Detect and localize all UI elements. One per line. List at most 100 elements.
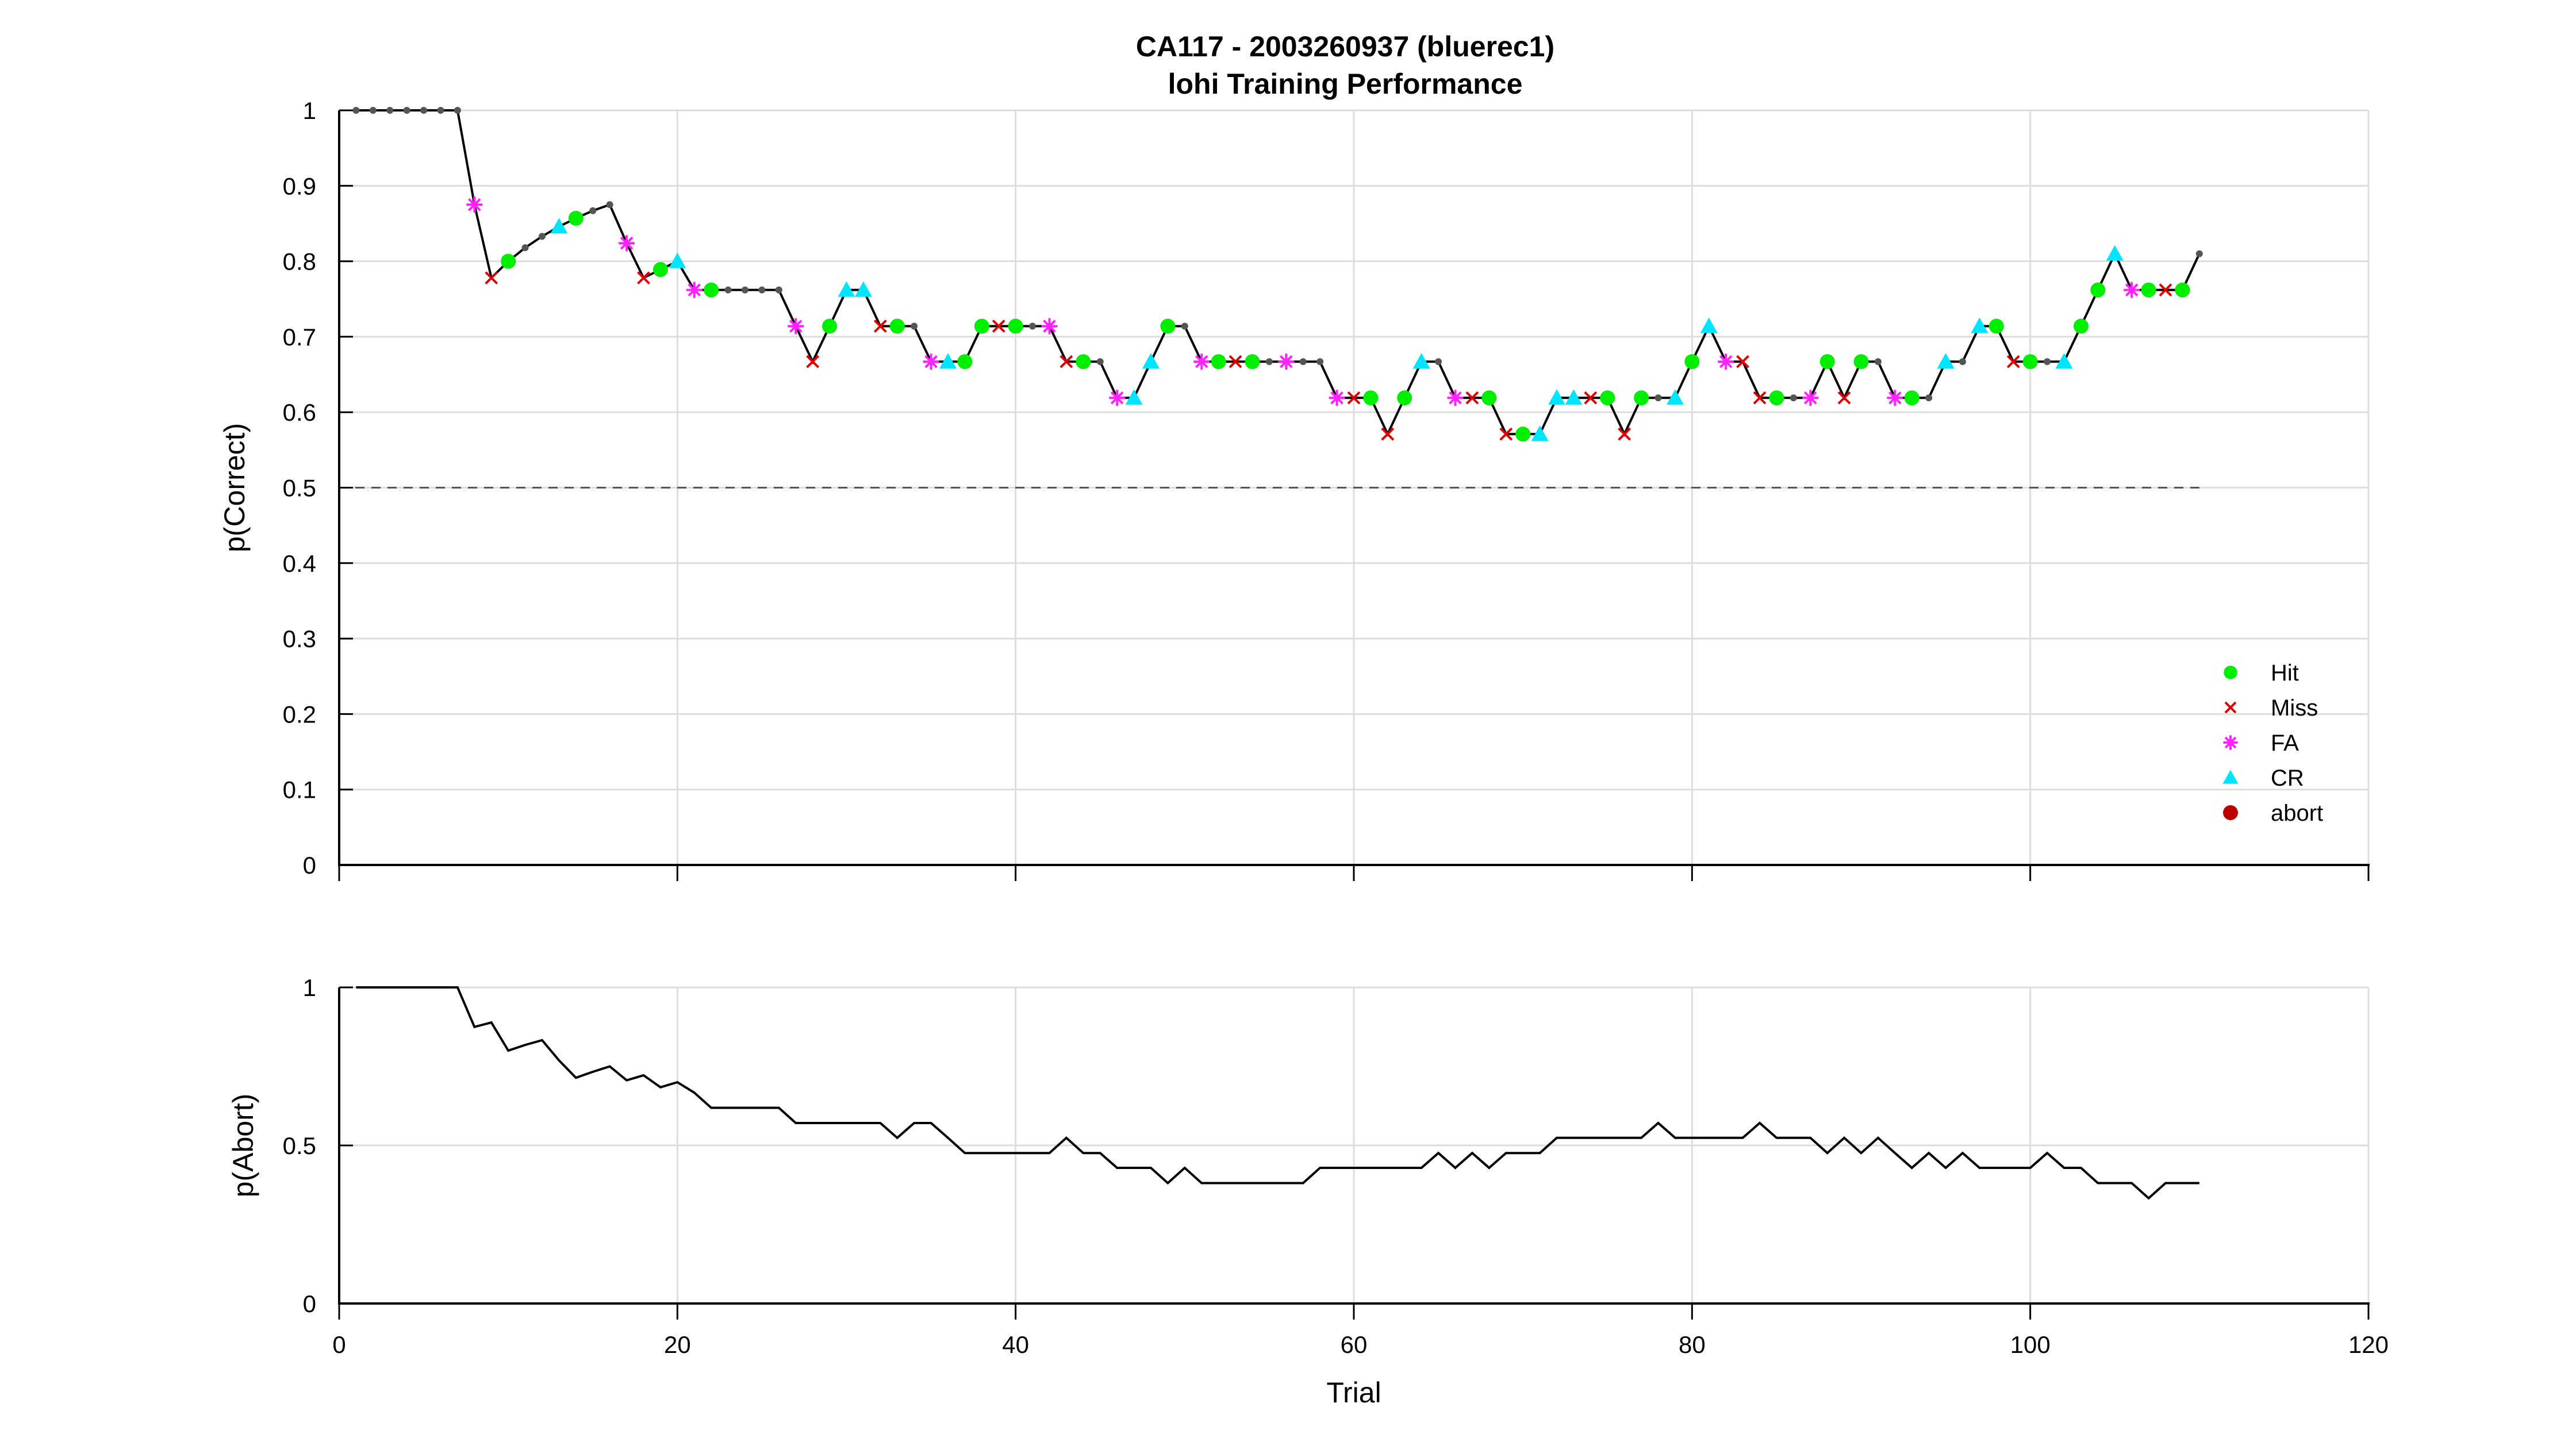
abort-marker [606, 201, 613, 209]
hit-marker [1008, 318, 1023, 334]
fa-stroke [1110, 391, 1124, 405]
miss-stroke [1059, 355, 1073, 368]
miss-marker [873, 320, 887, 333]
abort-axes: 0 0.5 1 0 20 40 60 80 100 120 [283, 974, 2389, 1358]
abort-marker [1299, 358, 1307, 366]
hit-marker [1397, 390, 1412, 406]
legend-cr-marker [2222, 770, 2239, 784]
miss-marker [2006, 355, 2020, 368]
miss-marker [637, 271, 650, 284]
fa-marker [1278, 353, 1295, 370]
hit-marker [1600, 390, 1615, 406]
abort-marker [403, 107, 410, 114]
miss-stroke [806, 355, 820, 368]
y-tick-label: 1 [303, 97, 316, 124]
hit-marker [1211, 354, 1226, 370]
cr-marker [939, 353, 957, 369]
hit-marker [1853, 354, 1869, 370]
legend-miss-marker [2224, 701, 2237, 714]
miss-stroke [2159, 283, 2172, 297]
hit-marker [1363, 390, 1379, 406]
y-tick-label: 0.3 [283, 625, 316, 652]
x-tick-label: 100 [2010, 1331, 2051, 1358]
fa-stroke [1449, 391, 1462, 405]
hit-marker [1769, 390, 1784, 406]
hit-marker [2022, 354, 2038, 370]
miss-marker [1381, 427, 1395, 441]
legend-label: FA [2271, 730, 2299, 756]
abort-marker [369, 107, 377, 114]
y-tick-label: 0.6 [283, 399, 316, 426]
cr-marker [669, 252, 686, 268]
abort-marker [1790, 394, 1797, 402]
performance-y-axis-label: p(Correct) [218, 423, 251, 552]
fa-stroke [789, 320, 803, 333]
abort-marker [724, 286, 732, 294]
abort-marker [539, 233, 546, 240]
fa-stroke [688, 283, 701, 297]
hit-marker [2141, 282, 2156, 298]
miss-marker [992, 320, 1005, 333]
x-tick-label: 20 [664, 1331, 691, 1358]
abort-marker [1435, 358, 1442, 366]
abort-line [356, 986, 2199, 1200]
fa-stroke [620, 236, 634, 250]
abort-marker [911, 322, 918, 330]
miss-stroke [2006, 355, 2020, 368]
fa-marker [2124, 282, 2140, 298]
cr-marker [1125, 389, 1143, 405]
hit-marker [2073, 318, 2089, 334]
y-tick-label: 0.8 [283, 248, 316, 275]
fa-stroke [1888, 391, 1902, 405]
legend-hit-marker [2224, 666, 2237, 679]
y-tick-label: 0 [303, 852, 316, 879]
legend-label: CR [2271, 766, 2304, 791]
abort-marker [420, 107, 428, 114]
hit-marker [501, 253, 516, 269]
x-tick-label: 40 [1002, 1331, 1029, 1358]
miss-stroke [1381, 427, 1395, 441]
y-tick-label: 0.5 [283, 475, 316, 502]
fa-stroke [1719, 355, 1733, 368]
fa-stroke [1195, 355, 1208, 368]
x-tick-label: 60 [1341, 1331, 1368, 1358]
miss-stroke [1499, 427, 1513, 441]
abort-marker [352, 107, 360, 114]
fa-stroke [2224, 736, 2237, 749]
hit-marker [1634, 390, 1649, 406]
legend-label: abort [2271, 801, 2323, 826]
abort-marker [454, 107, 461, 114]
abort-x-axis-label: Trial [1326, 1376, 1381, 1409]
miss-stroke [1736, 355, 1749, 368]
fa-marker [1802, 390, 1819, 406]
cr-marker [1700, 317, 1718, 333]
fa-stroke [1803, 391, 1817, 405]
fa-marker [619, 235, 635, 252]
cr-marker [854, 281, 872, 297]
fa-marker [466, 197, 483, 213]
legend-label: Miss [2271, 695, 2318, 721]
hit-marker [568, 210, 583, 226]
figure-title-line-1: CA117 - 2003260937 (bluerec1) [1136, 30, 1554, 63]
hit-marker [1076, 354, 1091, 370]
performance-plot: 0 0.1 0.2 0.3 0.4 0.5 0.6 0.7 0.8 0.9 1 p(Correct)… [218, 97, 2370, 881]
y-tick-label: 0.2 [283, 701, 316, 728]
abort-marker [775, 286, 782, 294]
miss-stroke [1347, 391, 1361, 405]
cr-marker [1666, 389, 1684, 405]
miss-stroke [992, 320, 1005, 333]
abort-marker [2044, 358, 2051, 366]
miss-stroke [1837, 391, 1851, 405]
abort-marker [2195, 250, 2203, 257]
fa-stroke [1043, 320, 1056, 333]
hit-marker [957, 354, 973, 370]
miss-marker [2159, 283, 2172, 297]
hit-marker [1819, 354, 1835, 370]
hit-marker [822, 318, 838, 334]
miss-stroke [1584, 391, 1598, 405]
y-tick-label: 0.4 [283, 550, 316, 577]
cr-marker [838, 281, 855, 297]
abort-marker [1925, 394, 1933, 402]
